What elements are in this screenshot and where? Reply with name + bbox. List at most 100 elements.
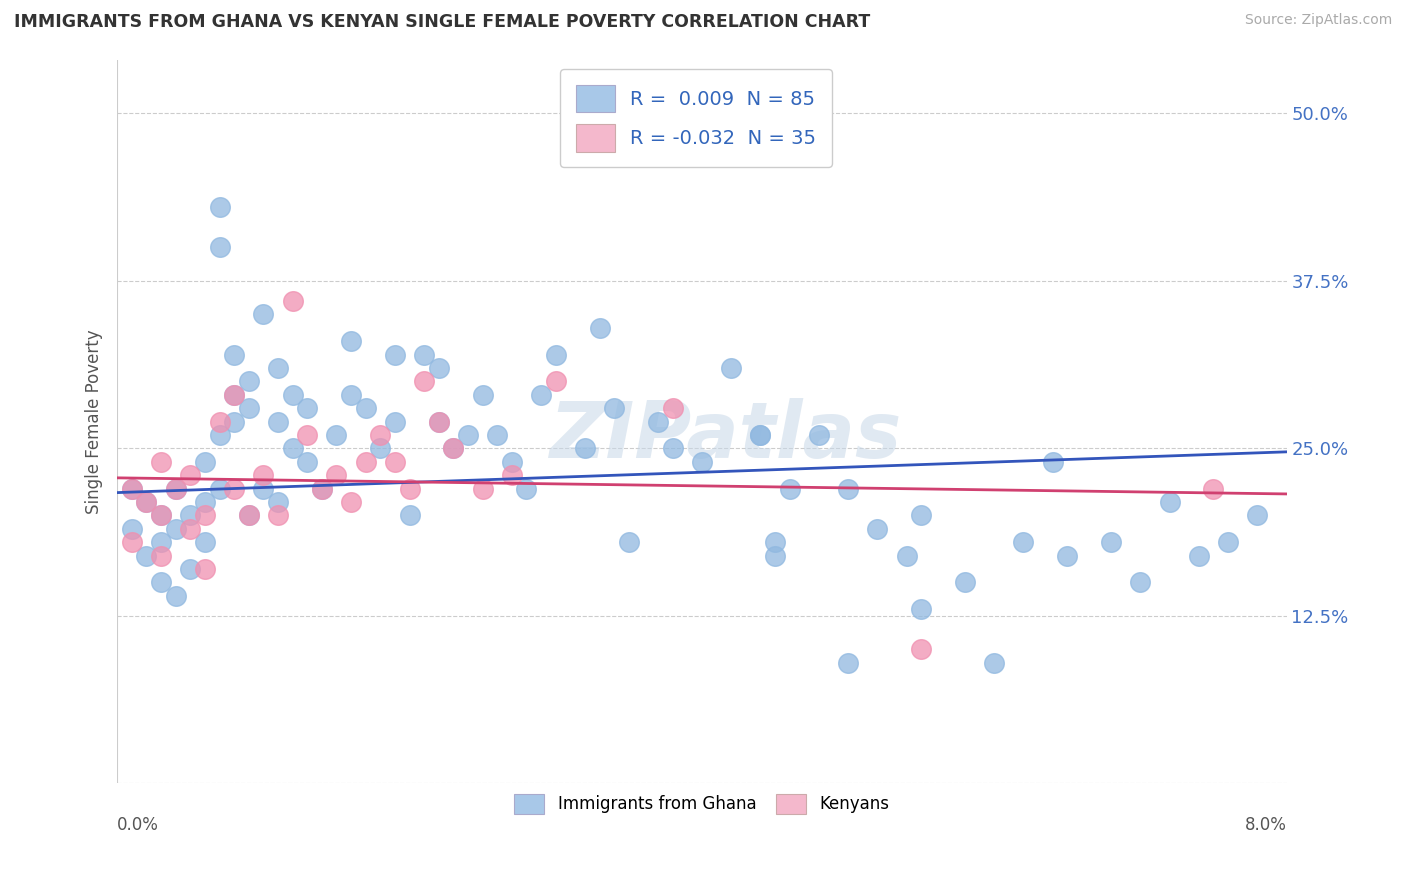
Text: 8.0%: 8.0% <box>1244 816 1286 834</box>
Point <box>763 535 786 549</box>
Point <box>1042 455 1064 469</box>
Point <box>1246 508 1268 523</box>
Legend: Immigrants from Ghana, Kenyans: Immigrants from Ghana, Kenyans <box>506 785 898 822</box>
Y-axis label: Single Female Poverty: Single Female Poverty <box>86 329 103 514</box>
Point <box>574 442 596 456</box>
Point <box>501 468 523 483</box>
Point <box>515 482 537 496</box>
Point <box>1012 535 1035 549</box>
Point <box>690 455 713 469</box>
Point <box>121 482 143 496</box>
Point <box>720 360 742 375</box>
Point <box>384 455 406 469</box>
Point <box>413 347 436 361</box>
Point <box>530 388 553 402</box>
Point <box>910 508 932 523</box>
Point <box>252 482 274 496</box>
Point <box>208 482 231 496</box>
Point <box>910 642 932 657</box>
Point <box>267 508 290 523</box>
Point <box>779 482 801 496</box>
Point <box>224 388 246 402</box>
Point <box>165 482 187 496</box>
Point <box>150 535 173 549</box>
Point <box>340 495 363 509</box>
Point <box>1188 549 1211 563</box>
Point <box>179 562 201 576</box>
Point <box>281 442 304 456</box>
Point <box>311 482 333 496</box>
Point <box>121 482 143 496</box>
Point <box>413 374 436 388</box>
Point <box>896 549 918 563</box>
Point <box>983 656 1005 670</box>
Point <box>194 455 217 469</box>
Point <box>194 562 217 576</box>
Text: ZIPatlas: ZIPatlas <box>550 398 901 474</box>
Point <box>471 482 494 496</box>
Point <box>427 360 450 375</box>
Point <box>866 522 889 536</box>
Point <box>749 428 772 442</box>
Point <box>384 347 406 361</box>
Point <box>238 401 260 416</box>
Point <box>121 522 143 536</box>
Point <box>544 347 567 361</box>
Point <box>325 428 347 442</box>
Point <box>267 415 290 429</box>
Point <box>1159 495 1181 509</box>
Point <box>427 415 450 429</box>
Point <box>208 428 231 442</box>
Point <box>588 320 610 334</box>
Point <box>224 482 246 496</box>
Point <box>544 374 567 388</box>
Point <box>441 442 464 456</box>
Text: 0.0%: 0.0% <box>117 816 159 834</box>
Point <box>135 549 157 563</box>
Point <box>661 401 683 416</box>
Point <box>457 428 479 442</box>
Point <box>208 200 231 214</box>
Point <box>165 589 187 603</box>
Point <box>661 442 683 456</box>
Point <box>267 360 290 375</box>
Point <box>398 482 420 496</box>
Point <box>194 495 217 509</box>
Point <box>297 401 319 416</box>
Point <box>1099 535 1122 549</box>
Point <box>1129 575 1152 590</box>
Point <box>354 401 377 416</box>
Text: IMMIGRANTS FROM GHANA VS KENYAN SINGLE FEMALE POVERTY CORRELATION CHART: IMMIGRANTS FROM GHANA VS KENYAN SINGLE F… <box>14 13 870 31</box>
Point <box>1216 535 1239 549</box>
Point <box>501 455 523 469</box>
Point <box>224 415 246 429</box>
Point <box>281 388 304 402</box>
Text: Source: ZipAtlas.com: Source: ZipAtlas.com <box>1244 13 1392 28</box>
Point <box>238 508 260 523</box>
Point <box>208 240 231 254</box>
Point <box>647 415 669 429</box>
Point <box>179 508 201 523</box>
Point <box>471 388 494 402</box>
Point <box>281 293 304 308</box>
Point <box>150 508 173 523</box>
Point <box>252 468 274 483</box>
Point <box>224 388 246 402</box>
Point <box>441 442 464 456</box>
Point <box>427 415 450 429</box>
Point <box>179 468 201 483</box>
Point <box>121 535 143 549</box>
Point <box>194 508 217 523</box>
Point <box>150 508 173 523</box>
Point <box>252 307 274 321</box>
Point <box>150 549 173 563</box>
Point <box>837 656 859 670</box>
Point <box>267 495 290 509</box>
Point <box>953 575 976 590</box>
Point <box>297 428 319 442</box>
Point <box>807 428 830 442</box>
Point <box>486 428 509 442</box>
Point <box>384 415 406 429</box>
Point <box>340 334 363 348</box>
Point <box>311 482 333 496</box>
